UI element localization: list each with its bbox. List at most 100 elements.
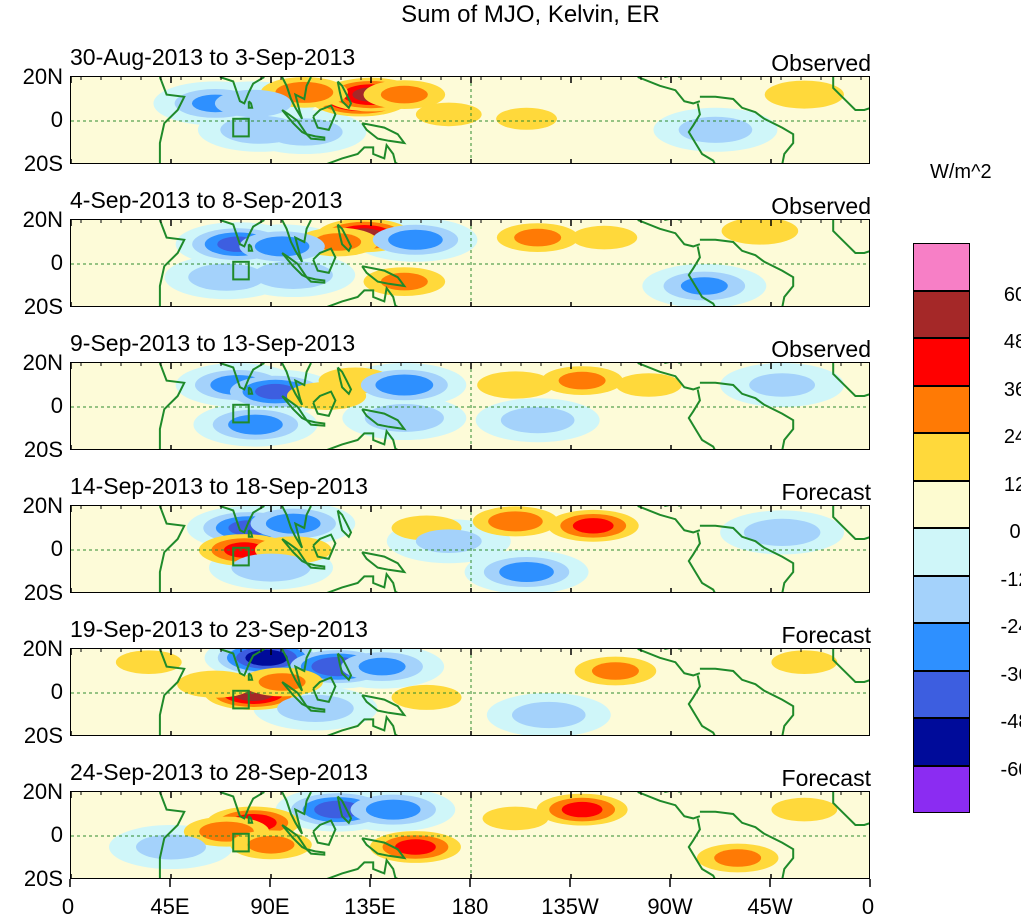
coastline <box>312 247 337 274</box>
anomaly-contour <box>255 383 296 400</box>
coastline <box>832 506 869 540</box>
map-panel-6 <box>70 791 870 879</box>
panel-5-kind: Forecast <box>781 622 871 648</box>
coastline <box>361 408 407 431</box>
coastline <box>158 220 186 306</box>
coastline <box>281 109 310 137</box>
y-tick-label: 20S <box>23 580 63 605</box>
map-panel-5 <box>70 648 870 736</box>
coastline <box>281 363 312 406</box>
coastline <box>637 792 701 820</box>
colorbar-swatch <box>913 528 970 576</box>
anomaly-contour <box>749 373 816 397</box>
coastline <box>699 667 795 735</box>
coastline <box>281 220 312 263</box>
coastline <box>219 220 265 248</box>
coastline <box>305 562 326 570</box>
chart-title: Sum of MJO, Kelvin, ER <box>401 1 660 28</box>
anomaly-contour <box>228 414 283 435</box>
panel-5-date: 19-Sep-2013 to 23-Sep-2013 <box>70 616 368 642</box>
y-tick-label: 0 <box>50 679 63 704</box>
colorbar-label: 24 <box>1003 426 1021 448</box>
anomaly-contour <box>380 85 428 104</box>
anomaly-contour <box>514 228 562 247</box>
anomaly-contour <box>680 277 728 295</box>
map-panel-2 <box>70 219 870 307</box>
panel-3-kind: Observed <box>771 336 871 362</box>
colorbar-label: 48 <box>1003 331 1021 353</box>
x-tick-label: 90E <box>250 894 290 919</box>
coastline <box>219 506 265 534</box>
map-panel-4 <box>70 505 870 593</box>
coastline <box>637 649 701 677</box>
coastline <box>247 243 254 252</box>
anomaly-contour <box>388 229 443 250</box>
coastline <box>219 649 265 677</box>
anomaly-contour <box>678 116 753 143</box>
anomaly-contour <box>415 102 482 127</box>
coastline <box>312 390 337 417</box>
coastline <box>247 529 254 538</box>
coastline <box>637 363 701 391</box>
coastline <box>687 103 716 163</box>
x-tick-label: 0 <box>61 894 75 919</box>
coastline <box>326 142 399 163</box>
y-tick-label: 20N <box>22 493 63 518</box>
panel-2-kind: Observed <box>771 193 871 219</box>
coastline <box>832 363 869 397</box>
anomaly-contour <box>615 373 682 397</box>
coastline <box>361 122 407 145</box>
coastline <box>326 428 399 449</box>
region-box <box>232 689 250 710</box>
colorbar-swatch <box>913 385 970 433</box>
y-tick-label: 20S <box>23 151 63 176</box>
x-tick-label: 0 <box>861 894 875 919</box>
coastline <box>219 363 265 391</box>
coastline <box>699 381 795 449</box>
coastline <box>281 506 312 549</box>
colorbar-label: -36 <box>1000 664 1021 686</box>
anomaly-contour <box>188 263 265 291</box>
coastline <box>687 246 716 306</box>
coastline <box>687 818 716 878</box>
coastline <box>336 80 353 110</box>
y-tick-label: 20S <box>23 723 63 748</box>
coastline <box>312 104 337 131</box>
colorbar-swatch <box>913 575 970 623</box>
colorbar-units: W/m^2 <box>930 161 992 183</box>
anomaly-contour <box>358 657 406 676</box>
y-tick-label: 20S <box>23 437 63 462</box>
coastline <box>281 792 312 835</box>
heatmap-svg-4 <box>71 506 869 592</box>
region-box <box>232 260 250 281</box>
map-panel-3 <box>70 362 870 450</box>
colorbar-label: -24 <box>1000 616 1021 638</box>
coastline <box>687 532 716 592</box>
colorbar-swatch <box>913 670 970 718</box>
coastline <box>832 649 869 683</box>
y-tick-label: 0 <box>50 250 63 275</box>
coastline <box>687 389 716 449</box>
y-tick-label: 0 <box>50 536 63 561</box>
anomaly-contour <box>136 834 206 860</box>
x-tick-label: 135E <box>344 894 396 919</box>
coastline <box>305 133 326 141</box>
region-box <box>232 832 250 853</box>
colorbar-label: 36 <box>1003 379 1021 401</box>
colorbar-swatch <box>913 290 970 338</box>
coastline <box>832 792 869 826</box>
panel-4-kind: Forecast <box>781 479 871 505</box>
map-panel-1 <box>70 76 870 164</box>
coastline <box>336 366 353 396</box>
coastline <box>832 220 869 254</box>
coastline <box>336 509 353 539</box>
y-tick-label: 0 <box>50 107 63 132</box>
y-tick-label: 0 <box>50 393 63 418</box>
anomaly-contour <box>375 374 434 396</box>
panel-1-date: 30-Aug-2013 to 3-Sep-2013 <box>70 44 356 70</box>
coastline <box>326 857 399 878</box>
y-tick-label: 20N <box>22 636 63 661</box>
anomaly-contour <box>391 684 462 710</box>
coastline <box>305 419 326 427</box>
coastline <box>687 675 716 735</box>
